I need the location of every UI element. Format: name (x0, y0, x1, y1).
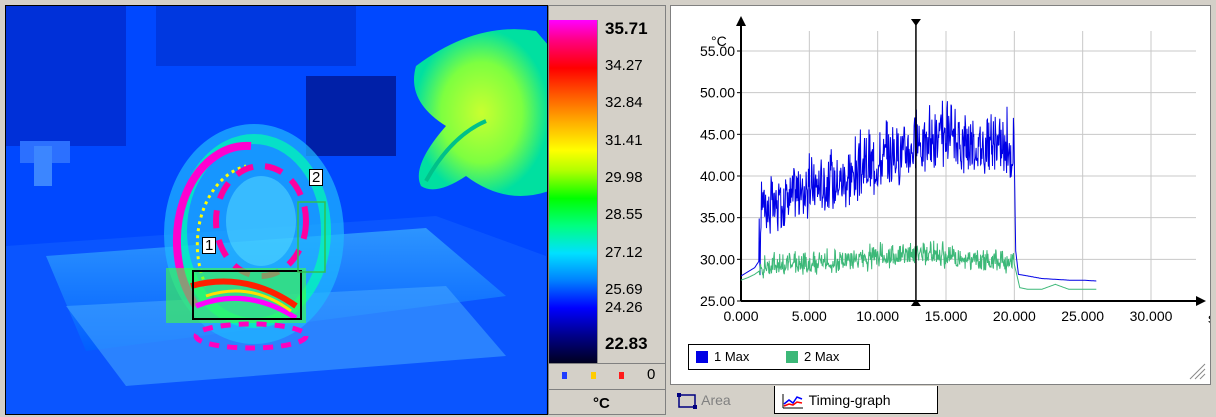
area-icon (677, 393, 697, 410)
y-tick-label: 40.00 (700, 168, 735, 184)
temperature-scale-panel: 35.71 34.27 32.84 31.41 29.98 28.55 27.1… (548, 5, 666, 415)
x-tick-label: 0.000 (723, 308, 758, 324)
series-line-1 (740, 100, 1097, 282)
y-tick-label: 35.00 (700, 210, 735, 226)
scale-tick: 25.69 (605, 281, 643, 298)
timing-graph-icon (782, 394, 803, 409)
timing-graph-panel[interactable]: 0.000 5.000 10.000 15.000 20.000 25.000 30.000… (670, 5, 1211, 385)
blue-marker-icon (562, 372, 567, 379)
tab-timing-graph-label: Timing-graph (808, 392, 891, 408)
time-cursor-top-marker (910, 19, 921, 26)
scale-tick: 32.84 (605, 94, 643, 111)
legend-swatch-2 (786, 351, 798, 363)
legend-swatch-1 (696, 351, 708, 363)
unit-label: °C (593, 395, 610, 412)
scale-tick: 28.55 (605, 206, 643, 223)
x-axis-arrow (1196, 296, 1206, 306)
x-tick-label: 10.000 (856, 308, 899, 324)
tab-area[interactable]: Area (676, 386, 772, 414)
thermal-image (6, 6, 547, 414)
roi-2-rectangle (297, 201, 326, 273)
tab-timing-graph[interactable]: Timing-graph (774, 386, 938, 414)
x-tick-label: 20.000 (993, 308, 1036, 324)
thermal-image-view[interactable]: 1 2 (5, 5, 548, 415)
legend-label-1: 1 Max (714, 349, 750, 364)
resize-grip-icon[interactable] (1186, 360, 1206, 380)
red-marker-icon (619, 372, 624, 379)
x-tick-label: 15.000 (925, 308, 968, 324)
yellow-marker-icon (591, 372, 596, 379)
tab-area-label: Area (701, 392, 731, 408)
time-cursor-bottom-marker (910, 299, 921, 306)
view-tabs: Area Timing-graph (670, 386, 1211, 417)
roi-2-label[interactable]: 2 (309, 169, 324, 186)
series-line-2 (740, 240, 1097, 290)
scale-tick: 27.12 (605, 244, 643, 261)
scale-tick: 29.98 (605, 169, 643, 186)
legend-label-2: 2 Max (804, 349, 840, 364)
chart-legend: 1 Max 2 Max (688, 344, 870, 370)
timing-graph-chart[interactable]: 0.000 5.000 10.000 15.000 20.000 25.000 30.000… (671, 6, 1211, 385)
scale-min-label: 22.83 (605, 334, 648, 353)
marker-count: 0 (647, 366, 656, 383)
x-tick-label: 25.000 (1061, 308, 1104, 324)
x-tick-label: 30.000 (1130, 308, 1173, 324)
x-tick-label: 5.000 (792, 308, 827, 324)
roi-1-rectangle (192, 270, 302, 320)
color-scale-bar[interactable] (549, 20, 598, 363)
y-tick-label: 50.00 (700, 85, 735, 101)
scale-tick: 31.41 (605, 132, 643, 149)
y-tick-label: 45.00 (700, 126, 735, 142)
x-axis-label: s (1208, 310, 1211, 326)
scale-tick: 24.26 (605, 299, 643, 316)
y-tick-label: 30.00 (700, 251, 735, 267)
y-axis-label: °C (711, 33, 727, 49)
scale-max-label: 35.71 (605, 19, 648, 38)
roi-1-label[interactable]: 1 (202, 237, 217, 254)
y-tick-label: 55.00 (700, 43, 735, 59)
scale-tick: 34.27 (605, 57, 643, 74)
y-axis-arrow (736, 16, 746, 26)
y-tick-label: 25.00 (700, 293, 735, 309)
